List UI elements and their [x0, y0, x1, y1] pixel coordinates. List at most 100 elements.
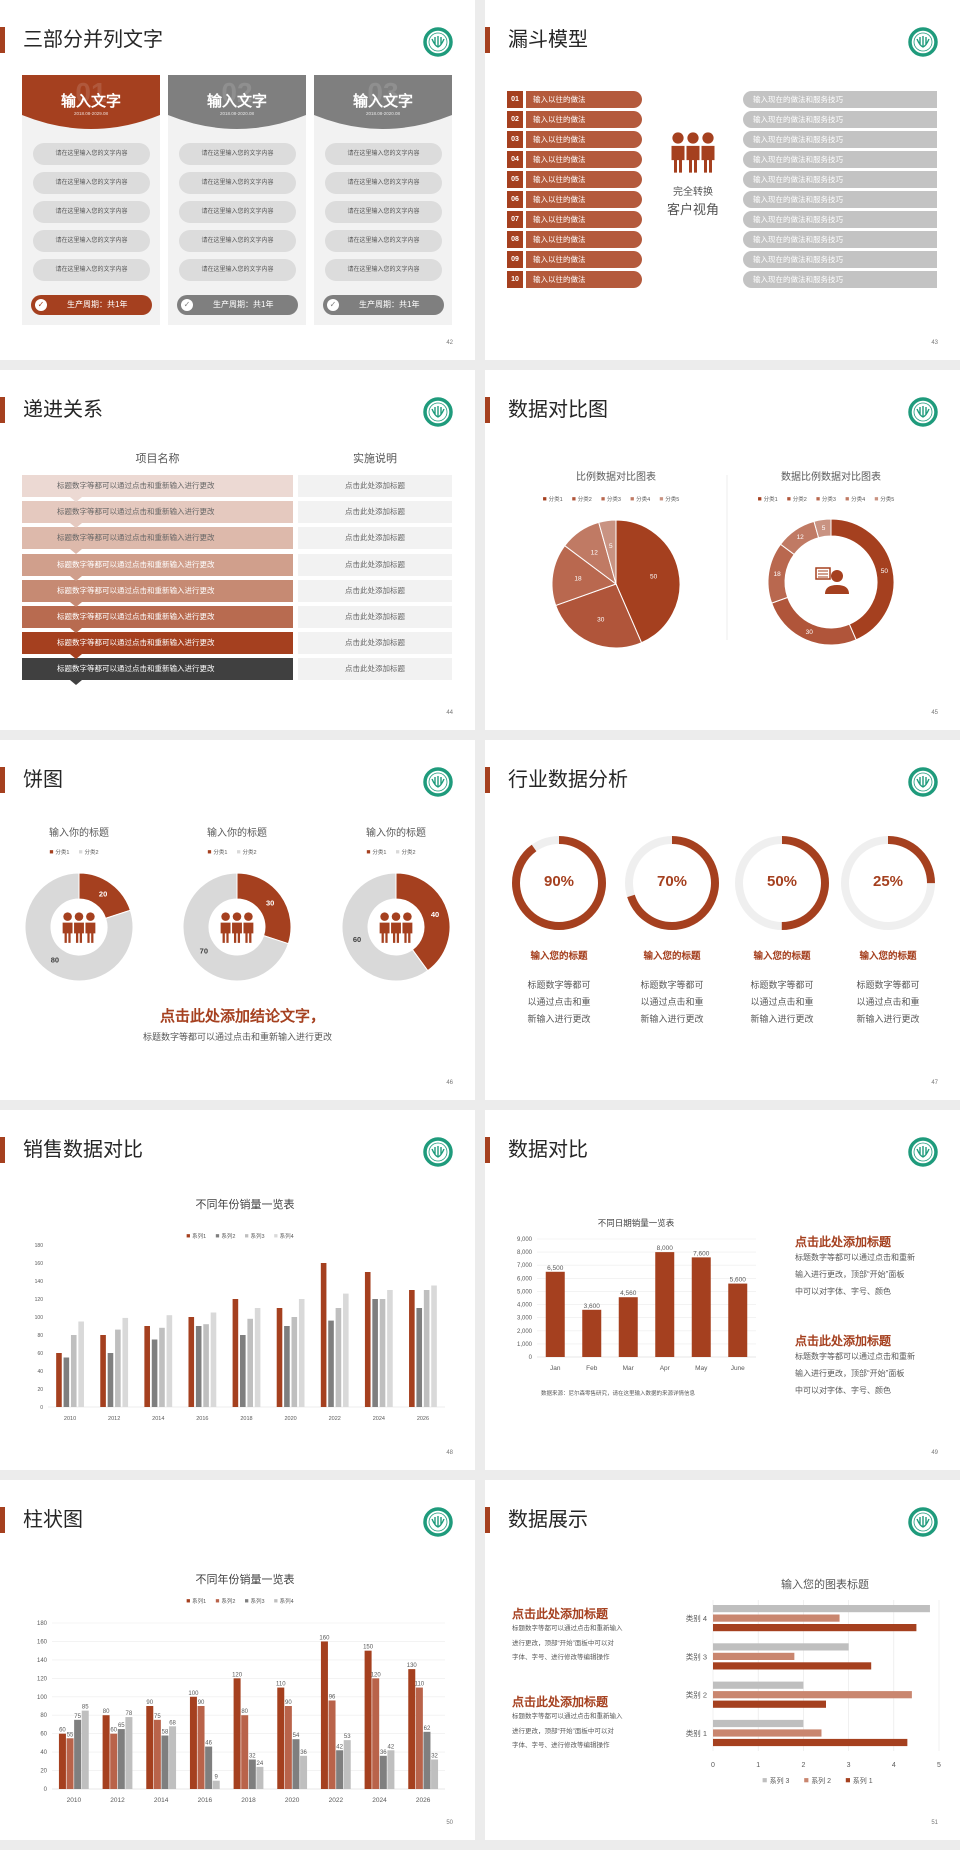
ring-description: 标题数字等都可	[750, 980, 814, 990]
bar	[423, 1731, 431, 1789]
x-tick-label: June	[731, 1365, 745, 1372]
title-accent-bar	[0, 27, 5, 53]
text-item: 请在这里输入您的文字内容	[179, 230, 296, 252]
bar	[713, 1729, 822, 1737]
bar	[188, 1317, 195, 1407]
seal-ring	[908, 1137, 938, 1167]
bar	[713, 1681, 804, 1689]
pie-slice	[24, 872, 134, 982]
legend-swatch	[366, 850, 371, 854]
title-accent-bar	[485, 27, 490, 53]
progression-row: 标题数字等都可以通过点击和重新输入进行更改	[22, 658, 293, 686]
y-tick-label: 140	[37, 1658, 48, 1664]
bar	[70, 1335, 77, 1407]
page-number: 43	[931, 340, 938, 346]
x-tick-label: 1	[756, 1762, 760, 1769]
step-number: 09	[507, 251, 523, 268]
bar	[713, 1719, 804, 1728]
y-tick-label: 20	[40, 1769, 47, 1775]
university-seal-icon	[908, 1507, 938, 1537]
chart-title: 输入你的标题	[49, 826, 109, 839]
progression-row: 标题数字等都可以通过点击和重新输入进行更改	[22, 579, 293, 607]
step-number: 03	[507, 131, 523, 148]
legend-label: 分类1	[55, 848, 69, 856]
bar	[241, 1715, 249, 1789]
pie-data-label: 80	[51, 956, 59, 965]
text-item: 请在这里输入您的文字内容	[33, 201, 150, 223]
block-title: 点击此处添加标题	[512, 1607, 609, 1621]
bar-data-label: 8,000	[657, 1245, 674, 1252]
page-number: 46	[446, 1080, 453, 1086]
title-accent-bar	[0, 397, 5, 423]
legend-label: 分类5	[880, 495, 894, 503]
legend-swatch	[572, 497, 576, 501]
title-accent-bar	[0, 767, 5, 793]
row-note: 点击此处添加标题	[298, 475, 452, 497]
block-text: 标题数字等都可以通过点击和重新输入	[512, 1625, 623, 1632]
legend-swatch	[396, 850, 400, 854]
seal-emblem	[916, 1146, 930, 1158]
step-number: 04	[507, 151, 523, 168]
legend-label: 系列 2	[811, 1776, 831, 1785]
legend-swatch	[186, 1599, 190, 1603]
bar-data-label: 80	[103, 1709, 110, 1715]
bar	[100, 1335, 106, 1407]
bar	[343, 1293, 349, 1407]
bar	[335, 1308, 342, 1407]
center-line-2: 客户视角	[666, 202, 719, 217]
bar	[364, 1272, 371, 1407]
seal-ring	[423, 1507, 453, 1537]
person-head	[86, 912, 95, 921]
chart-title: 不同年份销量一览表	[196, 1197, 295, 1211]
bar-data-label: 3,600	[584, 1303, 601, 1310]
ring-description: 新输入进行更改	[750, 1014, 814, 1024]
bar	[81, 1710, 89, 1789]
bar	[276, 1308, 283, 1407]
seal-emblem	[916, 1516, 930, 1528]
bar-data-label: 55	[67, 1732, 74, 1738]
bar	[63, 1357, 70, 1407]
legend-swatch	[237, 850, 241, 854]
text-item: 请在这里输入您的文字内容	[325, 201, 442, 223]
seal-ring	[423, 767, 453, 797]
y-tick-label: 80	[40, 1713, 47, 1719]
card-date: 2018.08-2029.08	[73, 111, 109, 116]
slide-47: 行业数据分析 47 90% 70% 50% 25% 输入您的标题 标题数字等都可 以通过点击和重…	[485, 740, 960, 1100]
conclusion-subtext: 标题数字等都可以通过点击和重新输入进行更改	[142, 1032, 332, 1042]
page-number: 48	[446, 1450, 453, 1456]
bar-data-label: 68	[169, 1720, 176, 1726]
current-practice-bar: 输入现在的做法和服务技巧	[743, 191, 937, 208]
x-tick-label: 2022	[329, 1797, 344, 1804]
bar	[166, 1315, 173, 1407]
legend-label: 分类4	[636, 495, 650, 503]
pie-slice	[767, 543, 795, 604]
legend-swatch	[845, 497, 849, 501]
bar	[300, 1755, 308, 1789]
slide-title: 饼图	[23, 769, 63, 791]
people-icon	[670, 132, 716, 174]
bar-data-label: 110	[415, 1682, 425, 1688]
bar	[387, 1750, 395, 1789]
bar	[372, 1299, 378, 1407]
bar-data-label: 120	[371, 1672, 382, 1678]
seal-ring	[908, 27, 938, 57]
period-badge: ✓ 生产周期：共1年	[323, 295, 444, 315]
bar	[247, 1318, 253, 1407]
legend-swatch	[274, 1234, 278, 1238]
x-tick-label: Mar	[623, 1365, 635, 1372]
slide-51: 数据展示 51 输入您的图表标题 0 1 2 3 4 5 类别 1 类别 2 类别 3 类别 4 系列 3…	[485, 1480, 960, 1840]
block-text: 字体、字号、进行修改等编辑操作	[512, 1654, 610, 1661]
bar	[728, 1283, 748, 1357]
column-card: 02 输入文字 2018.08-2020.08 请在这里输入您的文字内容 请在这里输入您…	[168, 75, 306, 325]
bar	[379, 1299, 386, 1407]
y-tick-label: 180	[37, 1621, 48, 1627]
y-tick-label: 100	[35, 1315, 44, 1321]
bar	[713, 1605, 930, 1613]
legend-label: 分类4	[851, 495, 865, 503]
text-item: 请在这里输入您的文字内容	[179, 172, 296, 194]
block-text: 中可以对字体、字号、颜色	[795, 1287, 891, 1296]
seal-ring	[908, 397, 938, 427]
pie-data-label: 18	[773, 571, 781, 578]
column-card: 03 输入文字 2018.08-2020.08 请在这里输入您的文字内容 请在这里输入您…	[314, 75, 452, 325]
